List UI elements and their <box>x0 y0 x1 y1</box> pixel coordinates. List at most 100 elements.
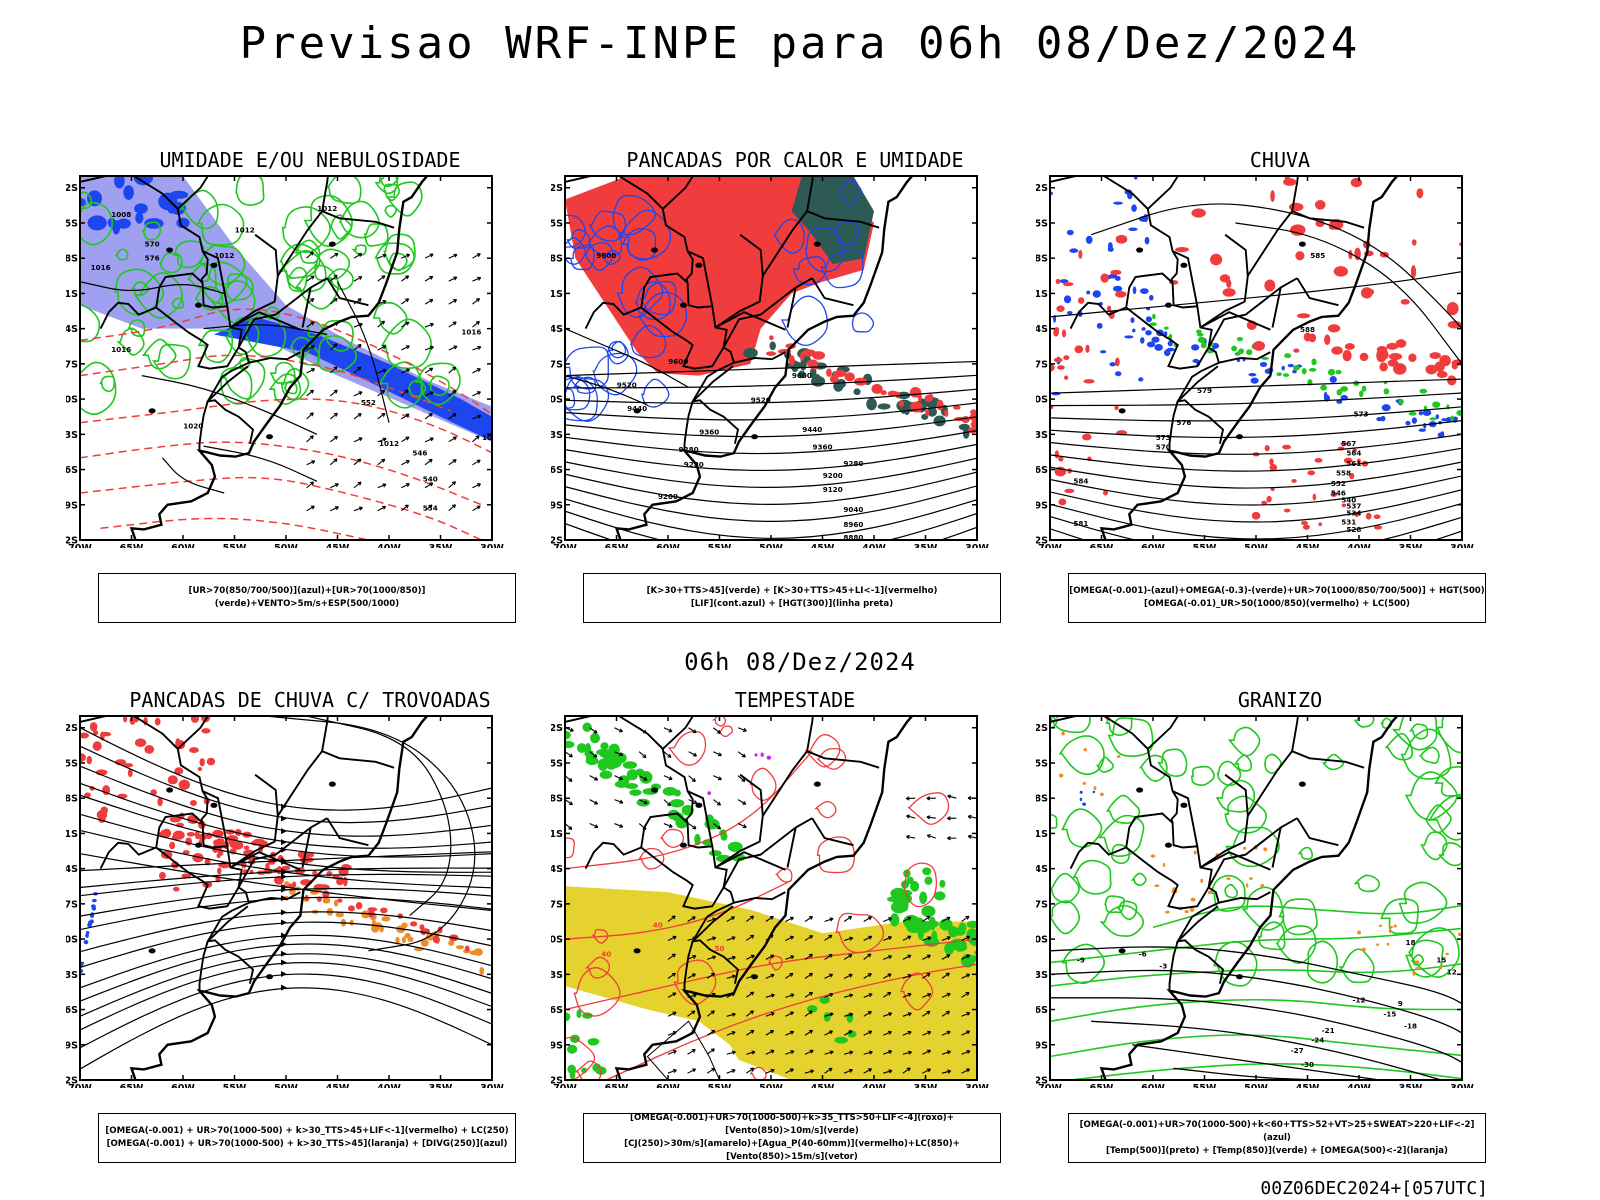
omega-ur50-red <box>1465 389 1474 395</box>
country-border <box>198 401 209 451</box>
lat-label: 33S <box>66 970 78 981</box>
humidity-850-700-500-core <box>114 176 125 189</box>
streamline-arrow <box>281 950 287 957</box>
hgt-500-line <box>1050 420 1462 439</box>
wind-vector-head <box>789 1011 794 1016</box>
wind-vector-head <box>790 993 795 998</box>
wind-vector-head <box>751 1050 756 1055</box>
omega-500-orange <box>1083 748 1087 752</box>
wind-vector <box>947 795 957 799</box>
wind-850-green <box>626 769 639 781</box>
wind-vector-head <box>790 1030 795 1035</box>
omega-ur50-red <box>1106 305 1112 312</box>
lifted-index-contour <box>616 266 664 319</box>
wind-vector <box>472 346 482 351</box>
wind-vector <box>785 1068 794 1074</box>
thunderstorm-orange <box>381 916 391 922</box>
country-border <box>722 817 813 888</box>
wind-vector-head <box>926 972 931 977</box>
contour-label: 1020 <box>183 421 203 430</box>
temp-850-contour <box>1278 898 1318 936</box>
lc-850-contour <box>816 836 856 874</box>
humidity-1000-850-contour <box>196 203 245 246</box>
contour-label: 1012 <box>317 204 337 213</box>
wind-vector <box>424 504 433 512</box>
contour-label: -12 <box>1353 996 1366 1005</box>
coastline <box>1099 176 1399 540</box>
temp-850-contour <box>1224 883 1239 899</box>
contour-label: 534 <box>423 504 438 513</box>
wind-vector <box>745 991 754 998</box>
wind-vector <box>785 1011 794 1017</box>
country-border <box>1172 250 1199 307</box>
omega-ur50-red <box>1284 176 1290 181</box>
lake-marker <box>148 948 156 954</box>
hgt-300-line <box>565 360 977 377</box>
hgt-300-line <box>565 457 977 488</box>
wind-vector <box>902 935 912 941</box>
lifted-index-contour <box>607 340 627 359</box>
wind-vector <box>922 973 931 979</box>
hail-blue <box>1082 802 1087 806</box>
lc-850-contour <box>749 1066 767 1080</box>
thunderstorm-orange <box>361 910 371 919</box>
country-border <box>321 176 329 212</box>
wind-vector-head <box>888 1050 893 1055</box>
hgt-500-line <box>1050 502 1462 540</box>
wind-vector <box>448 321 457 328</box>
thunderstorm-red <box>169 841 176 850</box>
hgt-300-line <box>565 485 977 522</box>
k-tts-li-red-region <box>829 375 839 383</box>
country-border <box>714 233 764 329</box>
wind-vector-head <box>475 297 481 302</box>
omega-ur50-red <box>1461 357 1462 361</box>
wind-vector <box>902 1051 912 1055</box>
hgt-300-line <box>565 416 977 438</box>
contour-label: 570 <box>1156 443 1171 452</box>
wind-vector <box>667 1069 677 1074</box>
streamline <box>80 887 492 917</box>
wind-vector <box>306 321 315 328</box>
wind-vector <box>922 1031 931 1036</box>
temp-850-contour <box>1098 814 1145 858</box>
contour-label: 40 <box>653 920 663 929</box>
country-border <box>248 891 301 904</box>
wind-vector <box>883 936 892 941</box>
omega-ur50-red <box>1055 278 1061 285</box>
temp-850-contour <box>1058 735 1105 776</box>
omega-ur-blue <box>1422 409 1432 416</box>
wind-vector <box>883 1031 892 1036</box>
temp-850-contour <box>1061 808 1103 849</box>
lifted-index-contour <box>587 225 623 256</box>
streamline-arrow <box>281 868 287 875</box>
omega-ur50-red <box>1324 334 1331 346</box>
wind-vector-head <box>452 459 457 464</box>
omega-03-green <box>1149 322 1158 326</box>
wind-vector-head <box>333 366 338 371</box>
omega-ur50-red <box>1266 495 1272 503</box>
wind-vector-head <box>888 1012 893 1017</box>
lat-label: 30S <box>551 395 563 406</box>
wind-vector-head <box>429 299 434 303</box>
lon-label: 60W <box>656 1083 680 1088</box>
wind-vector <box>377 369 387 374</box>
humidity-1000-850-contour <box>283 380 298 395</box>
country-border <box>714 773 764 869</box>
omega-ur50-red <box>1083 379 1095 384</box>
country-border <box>229 233 279 329</box>
wind-850-green <box>576 743 587 753</box>
temp-850-contour <box>1104 895 1126 914</box>
wind-vector-head <box>828 1067 833 1072</box>
country-border <box>640 846 725 910</box>
wind-vector-head <box>406 253 411 258</box>
wind-vector <box>448 366 457 374</box>
lat-label: 42S <box>66 536 78 547</box>
country-border <box>1218 351 1271 364</box>
wind-vector-head <box>643 800 648 805</box>
wind-vector <box>667 953 676 960</box>
k-tts-li-red-region <box>898 400 904 408</box>
lon-label: 35W <box>429 1083 453 1088</box>
panel-legend: [K>30+TTS>45](verde) + [K>30+TTS>45+LI<-… <box>583 573 1001 623</box>
humidity-1000-850-contour <box>268 373 302 405</box>
lc-850-contour <box>667 730 707 766</box>
